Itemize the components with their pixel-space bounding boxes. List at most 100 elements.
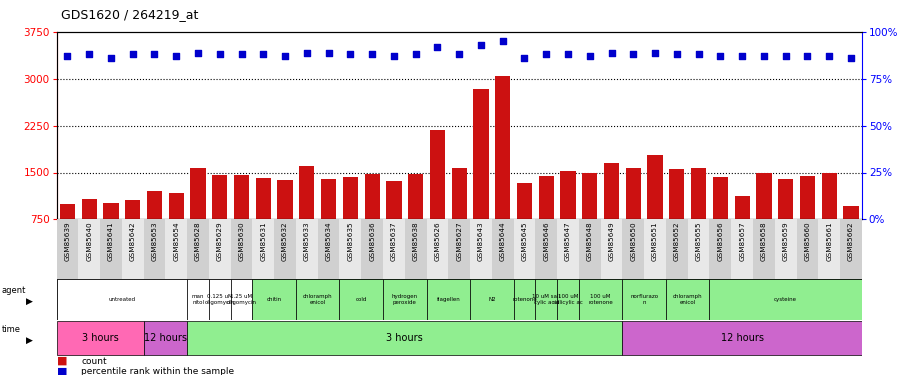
Bar bbox=[752, 219, 774, 279]
Text: GSM85639: GSM85639 bbox=[65, 221, 70, 261]
Text: hydrogen
peroxide: hydrogen peroxide bbox=[392, 294, 417, 304]
Bar bbox=[317, 219, 339, 279]
Bar bbox=[100, 219, 122, 279]
Bar bbox=[339, 219, 361, 279]
Point bbox=[734, 53, 749, 59]
Text: GSM85648: GSM85648 bbox=[586, 221, 592, 261]
Bar bbox=[733, 196, 749, 219]
Text: 0.125 uM
oligomycin: 0.125 uM oligomycin bbox=[205, 294, 234, 304]
Bar bbox=[212, 175, 227, 219]
Text: rotenone: rotenone bbox=[512, 297, 537, 302]
Bar bbox=[56, 321, 143, 355]
Bar bbox=[669, 169, 684, 219]
Text: count: count bbox=[81, 357, 107, 366]
Bar bbox=[296, 219, 317, 279]
Point bbox=[169, 53, 183, 59]
Point bbox=[517, 55, 531, 61]
Text: GSM85630: GSM85630 bbox=[239, 221, 244, 261]
Bar bbox=[169, 193, 184, 219]
Text: chloramph
enicol: chloramph enicol bbox=[302, 294, 333, 304]
Bar bbox=[343, 177, 358, 219]
Bar bbox=[187, 219, 209, 279]
Bar bbox=[125, 200, 140, 219]
Point bbox=[625, 51, 640, 57]
Text: GSM85654: GSM85654 bbox=[173, 221, 179, 261]
Text: GSM85632: GSM85632 bbox=[281, 221, 288, 261]
Bar bbox=[647, 155, 662, 219]
Bar bbox=[143, 321, 187, 355]
Text: chloramph
enicol: chloramph enicol bbox=[672, 294, 701, 304]
Text: GSM85646: GSM85646 bbox=[543, 221, 548, 261]
Bar bbox=[603, 163, 619, 219]
Text: ■: ■ bbox=[56, 356, 67, 366]
Point bbox=[821, 53, 835, 59]
Text: 3 hours: 3 hours bbox=[82, 333, 118, 343]
Bar bbox=[535, 279, 557, 320]
Text: GSM85634: GSM85634 bbox=[325, 221, 332, 261]
Point bbox=[104, 55, 118, 61]
Text: GSM85660: GSM85660 bbox=[804, 221, 810, 261]
Bar bbox=[665, 279, 709, 320]
Bar bbox=[56, 219, 78, 279]
Text: 12 hours: 12 hours bbox=[144, 333, 187, 343]
Bar bbox=[777, 179, 793, 219]
Point bbox=[756, 53, 771, 59]
Text: percentile rank within the sample: percentile rank within the sample bbox=[81, 367, 234, 375]
Bar bbox=[252, 279, 296, 320]
Text: GSM85627: GSM85627 bbox=[456, 221, 462, 261]
Text: GSM85636: GSM85636 bbox=[369, 221, 374, 261]
Text: GSM85628: GSM85628 bbox=[195, 221, 200, 261]
Bar bbox=[755, 173, 771, 219]
Bar bbox=[817, 219, 839, 279]
Bar bbox=[339, 279, 383, 320]
Bar bbox=[404, 219, 426, 279]
Bar bbox=[190, 168, 205, 219]
Bar bbox=[559, 171, 575, 219]
Bar bbox=[843, 206, 857, 219]
Text: GSM85637: GSM85637 bbox=[391, 221, 396, 261]
Bar bbox=[56, 279, 187, 320]
Bar bbox=[513, 279, 535, 320]
Bar bbox=[187, 321, 621, 355]
Text: GSM85631: GSM85631 bbox=[260, 221, 266, 261]
Text: ▶: ▶ bbox=[26, 336, 33, 345]
Bar bbox=[469, 279, 513, 320]
Text: ▶: ▶ bbox=[26, 297, 33, 306]
Text: GSM85633: GSM85633 bbox=[303, 221, 310, 261]
Text: N2: N2 bbox=[487, 297, 495, 302]
Text: man
nitol: man nitol bbox=[191, 294, 204, 304]
Text: GSM85641: GSM85641 bbox=[107, 221, 114, 261]
Point bbox=[343, 51, 357, 57]
Bar bbox=[451, 168, 466, 219]
Point bbox=[190, 50, 205, 55]
Text: agent: agent bbox=[2, 286, 26, 295]
Bar bbox=[274, 219, 296, 279]
Bar bbox=[578, 219, 600, 279]
Text: GSM85655: GSM85655 bbox=[695, 221, 701, 261]
Bar bbox=[81, 199, 97, 219]
Point bbox=[669, 51, 683, 57]
Bar bbox=[321, 179, 336, 219]
Bar bbox=[581, 173, 597, 219]
Text: GSM85642: GSM85642 bbox=[129, 221, 136, 261]
Point bbox=[126, 51, 140, 57]
Bar bbox=[383, 219, 404, 279]
Text: norflurazo
n: norflurazo n bbox=[630, 294, 658, 304]
Text: GSM85644: GSM85644 bbox=[499, 221, 506, 261]
Point bbox=[60, 53, 75, 59]
Text: 3 hours: 3 hours bbox=[386, 333, 423, 343]
Point bbox=[299, 50, 313, 55]
Text: flagellen: flagellen bbox=[436, 297, 460, 302]
Point bbox=[582, 53, 597, 59]
Text: GSM85640: GSM85640 bbox=[87, 221, 92, 261]
Point bbox=[234, 51, 249, 57]
Bar bbox=[709, 279, 861, 320]
Bar bbox=[364, 174, 379, 219]
Bar bbox=[230, 219, 252, 279]
Point bbox=[321, 50, 335, 55]
Bar bbox=[839, 219, 861, 279]
Bar bbox=[774, 219, 795, 279]
Text: GSM85645: GSM85645 bbox=[521, 221, 527, 261]
Point bbox=[538, 51, 553, 57]
Bar bbox=[407, 174, 423, 219]
